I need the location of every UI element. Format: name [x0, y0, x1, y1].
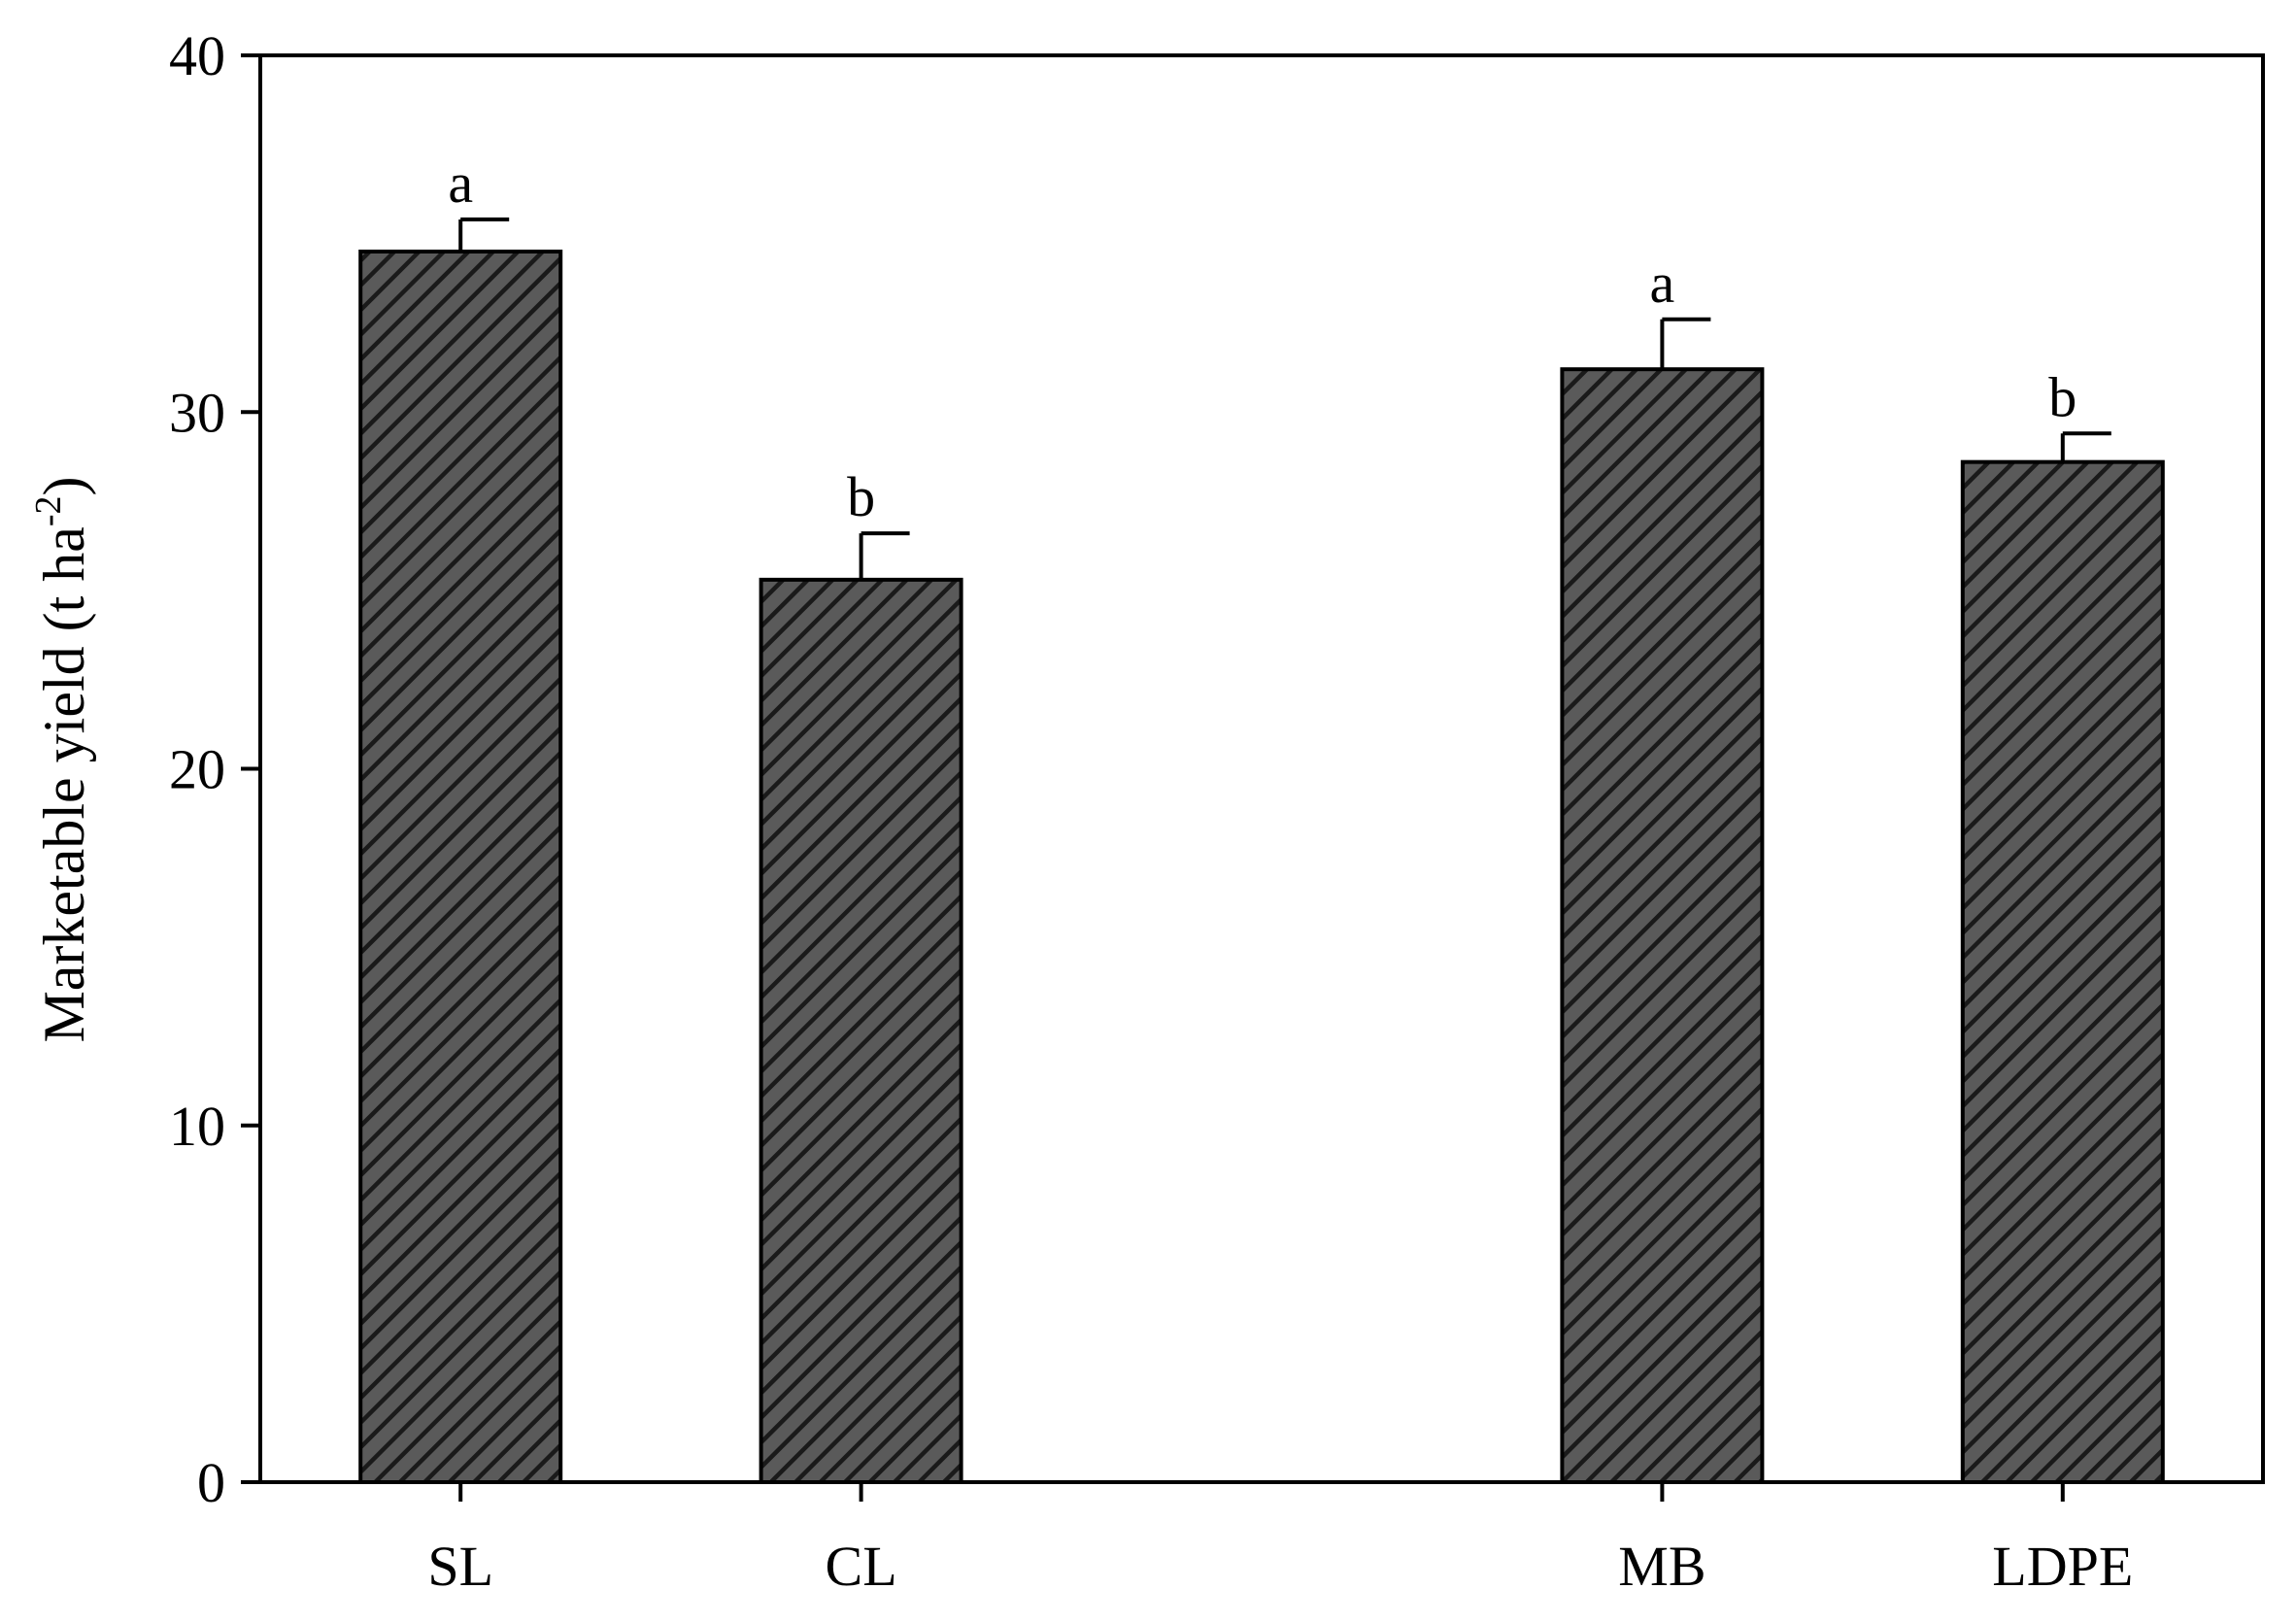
bar [759, 577, 963, 1484]
y-axis-title: Marketable yield (t ha-2) [28, 476, 96, 1042]
x-tick-label: CL [826, 1535, 897, 1598]
significance-label: a [448, 152, 473, 215]
bar [1960, 459, 2165, 1484]
y-tick-label: 10 [169, 1095, 225, 1158]
x-tick-label: MB [1618, 1535, 1705, 1598]
x-tick-label: LDPE [1992, 1535, 2133, 1598]
x-tick-label: SL [427, 1535, 493, 1598]
significance-label: b [2048, 365, 2077, 428]
y-tick-label: 0 [197, 1451, 225, 1514]
significance-label: b [847, 465, 875, 528]
y-axis-title-close: ) [32, 476, 96, 495]
y-axis-title-main: Marketable yield (t ha [32, 526, 96, 1042]
significance-label: a [1650, 252, 1675, 315]
y-tick-label: 20 [169, 738, 225, 801]
y-tick-label: 40 [169, 24, 225, 87]
y-tick-label: 30 [169, 381, 225, 444]
y-axis-title-superscript: -2 [28, 495, 69, 526]
bar [358, 249, 563, 1484]
bar [1560, 367, 1765, 1484]
